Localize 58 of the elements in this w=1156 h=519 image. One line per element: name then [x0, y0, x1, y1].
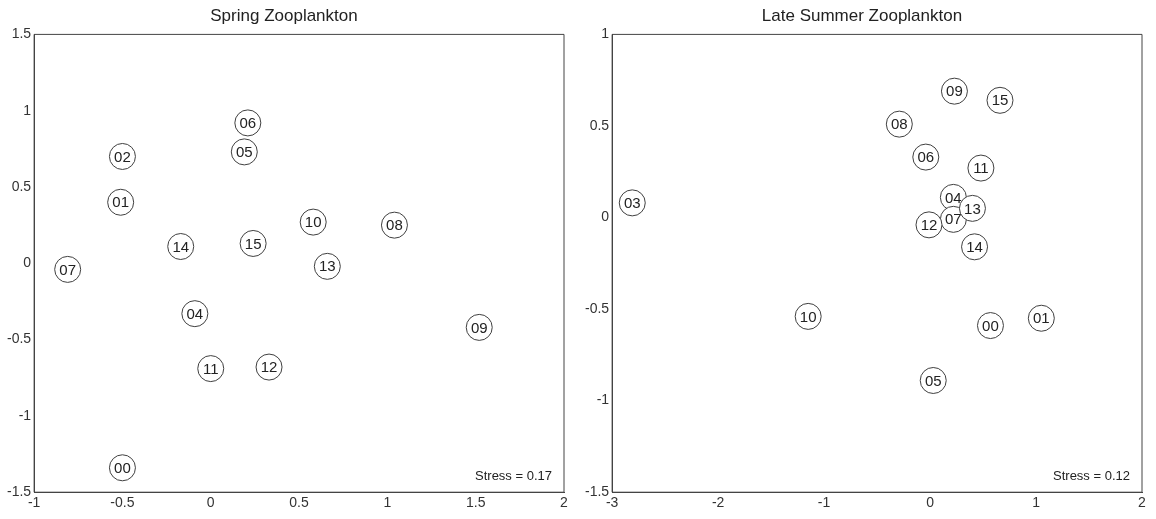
annotation: 01	[1032, 309, 1050, 327]
x-tick-label: 1	[1032, 494, 1041, 511]
annotation: 12	[260, 358, 278, 376]
annotation: 10	[799, 307, 817, 325]
annotation: 10	[304, 213, 322, 231]
annotation: 11	[973, 159, 989, 177]
annotation: 14	[966, 237, 983, 255]
annotation: 11	[202, 359, 219, 377]
annotation: 07	[945, 210, 962, 228]
y-tick-label: 0	[601, 208, 610, 225]
y-tick-label: 0	[23, 254, 32, 271]
annotation: 00	[114, 458, 131, 476]
x-tick-label: 0	[926, 494, 935, 511]
x-tick-label: 0.5	[289, 494, 309, 511]
annotation: 14	[172, 237, 190, 255]
annotation: 07	[59, 260, 77, 278]
annotation: 05	[235, 143, 253, 161]
annotation: 03	[623, 194, 641, 212]
annotation: 13	[318, 257, 336, 275]
annotation: Stress = 0.12	[1053, 468, 1130, 484]
annotation: 15	[991, 91, 1009, 109]
y-tick-label: 0.5	[589, 116, 610, 133]
x-tick-label: 0	[206, 494, 215, 511]
annotation: 01	[112, 193, 130, 211]
annotation: 09	[946, 82, 963, 100]
annotation: 15	[244, 234, 262, 252]
y-tick-label: -0.5	[7, 330, 32, 347]
y-tick-label: 1.5	[11, 25, 32, 42]
annotation: 05	[924, 371, 942, 389]
annotation: 04	[945, 188, 962, 206]
x-tick-label: 2	[560, 494, 569, 511]
annotation: 12	[920, 215, 938, 233]
y-tick-label: -1	[596, 391, 610, 408]
annotation: 04	[186, 304, 204, 322]
annotation: 13	[964, 199, 981, 217]
annotation: 02	[114, 147, 131, 165]
annotation: Stress = 0.17	[475, 468, 552, 484]
y-tick-label: -1.5	[7, 483, 32, 500]
chart-title: Spring Zooplankton	[210, 5, 358, 25]
annotation: 08	[890, 115, 908, 133]
y-tick-label: -0.5	[585, 299, 610, 316]
y-tick-label: 1	[23, 101, 32, 118]
chart-title: Late Summer Zooplankton	[761, 5, 963, 25]
y-tick-label: -1	[18, 406, 32, 423]
x-tick-label: 1	[383, 494, 392, 511]
y-tick-label: 0.5	[11, 177, 32, 194]
annotation: 08	[386, 216, 403, 234]
annotation: 06	[917, 148, 935, 166]
y-tick-label: -1.5	[585, 483, 610, 500]
annotation: 06	[239, 114, 257, 132]
annotation: 09	[470, 318, 488, 336]
annotation: 00	[982, 316, 999, 334]
x-tick-label: 1.5	[465, 494, 486, 511]
x-tick-label: 2	[1138, 494, 1147, 511]
x-tick-label: -2	[711, 494, 725, 511]
x-tick-label: -0.5	[110, 494, 135, 511]
x-tick-label: -1	[817, 494, 831, 511]
y-tick-label: 1	[601, 25, 610, 42]
